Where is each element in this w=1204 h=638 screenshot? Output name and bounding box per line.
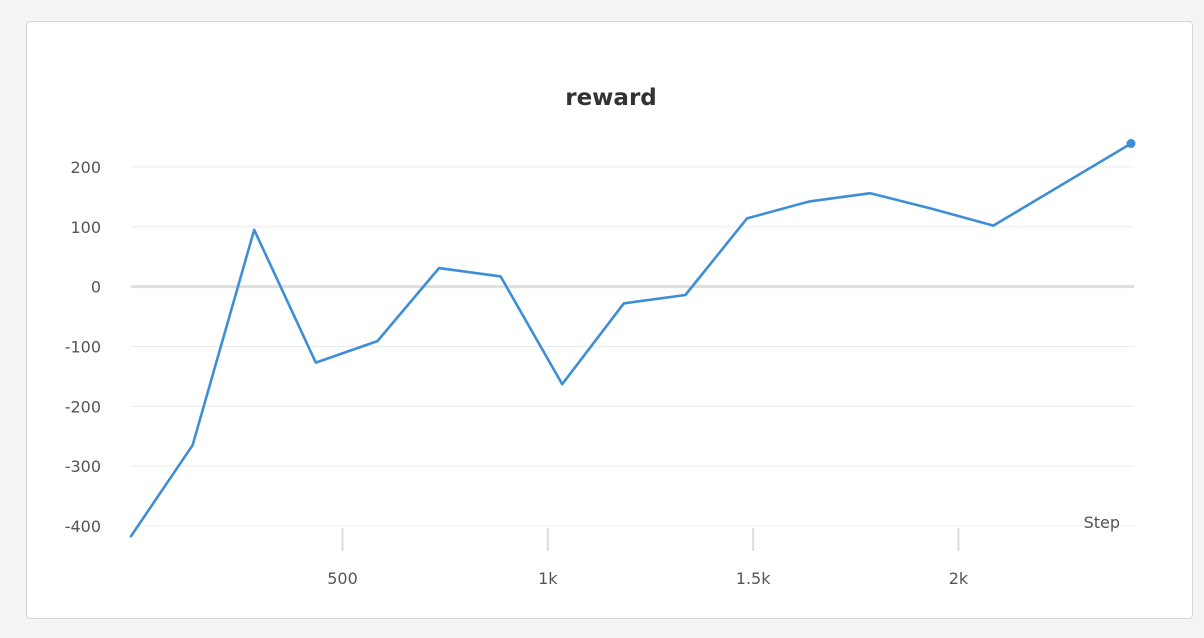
chart-panel: 200 100 0 -100 -200 -300 -400 500 1k 1.5k 2k rewar…: [26, 21, 1193, 619]
y-tick-label: 200: [70, 158, 101, 177]
y-tick-label: -300: [65, 457, 101, 476]
reward-chart: 200 100 0 -100 -200 -300 -400 500 1k 1.5k 2k rewar…: [65, 85, 1136, 588]
y-tick-label: 0: [91, 278, 101, 297]
x-tick-label: 1.5k: [736, 569, 771, 588]
y-tick-label: -200: [65, 397, 101, 416]
last-point-marker: [1126, 139, 1136, 149]
y-tick-label: -400: [65, 517, 101, 536]
series-line: [129, 142, 1133, 538]
series-layer: [129, 139, 1136, 538]
y-tick-label: 100: [70, 218, 101, 237]
chart-title: reward: [565, 85, 657, 111]
grid-layer: [131, 166, 1134, 527]
y-tick-label: -100: [65, 337, 101, 356]
x-axis-label: Step: [1084, 513, 1120, 532]
x-tick-label: 1k: [538, 569, 558, 588]
x-tick-marks: [341, 528, 960, 551]
x-tick-label: 500: [327, 569, 358, 588]
x-tick-label: 2k: [949, 569, 969, 588]
tick-labels: 200 100 0 -100 -200 -300 -400 500 1k 1.5k 2k: [65, 158, 969, 588]
